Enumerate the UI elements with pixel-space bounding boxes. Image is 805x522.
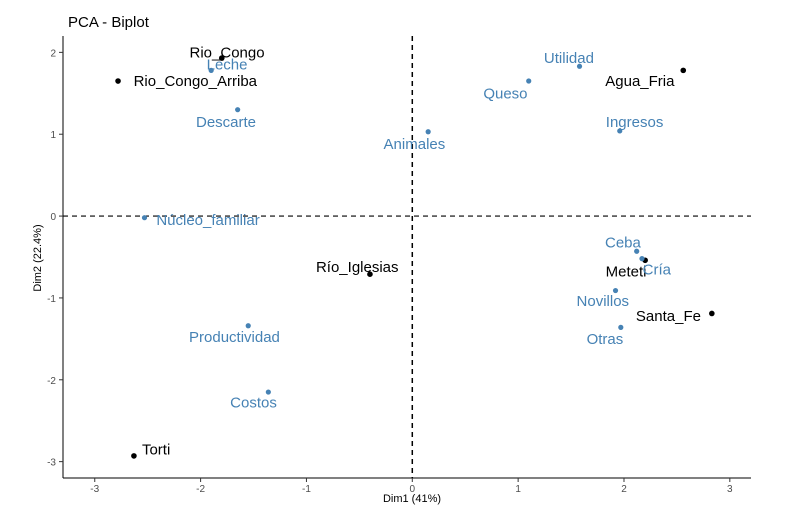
variable-label: Otras (587, 331, 624, 348)
individual-point (218, 55, 225, 61)
variable-label: Animales (384, 136, 446, 153)
individual-point (367, 271, 373, 277)
variable-point (576, 63, 583, 69)
individual-point (131, 453, 137, 459)
x-tick-label: -1 (302, 484, 311, 495)
variable-point (617, 128, 623, 134)
variable-label: Ceba (605, 234, 642, 251)
variable-point (425, 129, 431, 135)
y-tick-label: -1 (47, 294, 56, 305)
x-tick-label: 2 (621, 484, 627, 495)
variable-label: Cría (643, 261, 672, 278)
individual-label: Rio_Congo (190, 44, 265, 61)
variable-point (141, 215, 148, 221)
individual-label: Torti (142, 441, 170, 458)
y-tick-label: 2 (50, 48, 56, 59)
variable-point (245, 323, 251, 329)
y-tick-label: -2 (47, 376, 56, 387)
individual-label: Agua_Fria (605, 73, 675, 90)
individual-label: Meteti (606, 264, 647, 281)
individual-label: Rio_Congo_Arriba (134, 73, 258, 90)
variable-point (235, 107, 241, 113)
variable-label: Queso (483, 85, 527, 102)
y-axis-title: Dim2 (22.4%) (32, 224, 44, 291)
variable-point (265, 389, 271, 395)
x-tick-label: 0 (410, 484, 416, 495)
variable-point (208, 67, 214, 73)
chart-title: PCA - Biplot (68, 14, 150, 31)
variable-label: Novillos (577, 293, 630, 310)
variable-label: Descarte (196, 114, 256, 131)
y-tick-label: 0 (50, 212, 56, 223)
variable-point (639, 256, 645, 262)
x-tick-label: -2 (196, 484, 205, 495)
individual-label: Río_Iglesias (316, 259, 399, 276)
individual-point (709, 310, 715, 317)
individual-point (115, 78, 121, 84)
variable-point (634, 248, 640, 254)
variable-label: Costos (230, 395, 277, 412)
individual-point (680, 67, 687, 74)
plot-area: -3 -2 -1 0 1 2 3 -3 -2 -1 0 1 2 Rio_Congo Rio_Congo_Ar… (47, 36, 751, 495)
x-tick-label: 1 (515, 484, 521, 495)
x-axis-title: Dim1 (41%) (383, 493, 441, 505)
variable-point (612, 287, 619, 294)
variable-point (618, 324, 624, 330)
y-tick-label: -3 (47, 458, 56, 469)
variable-label: Productividad (189, 329, 280, 346)
variable-label: Ingresos (606, 114, 664, 131)
variable-label: Núcleo_familiar (156, 212, 259, 229)
x-tick-label: -3 (90, 484, 99, 495)
variable-label: Leche (207, 57, 248, 74)
variable-label: Utilidad (544, 50, 594, 67)
individual-label: Santa_Fe (636, 308, 701, 325)
y-tick-label: 1 (50, 130, 56, 141)
variable-point (526, 78, 532, 84)
x-tick-label: 3 (727, 484, 733, 495)
